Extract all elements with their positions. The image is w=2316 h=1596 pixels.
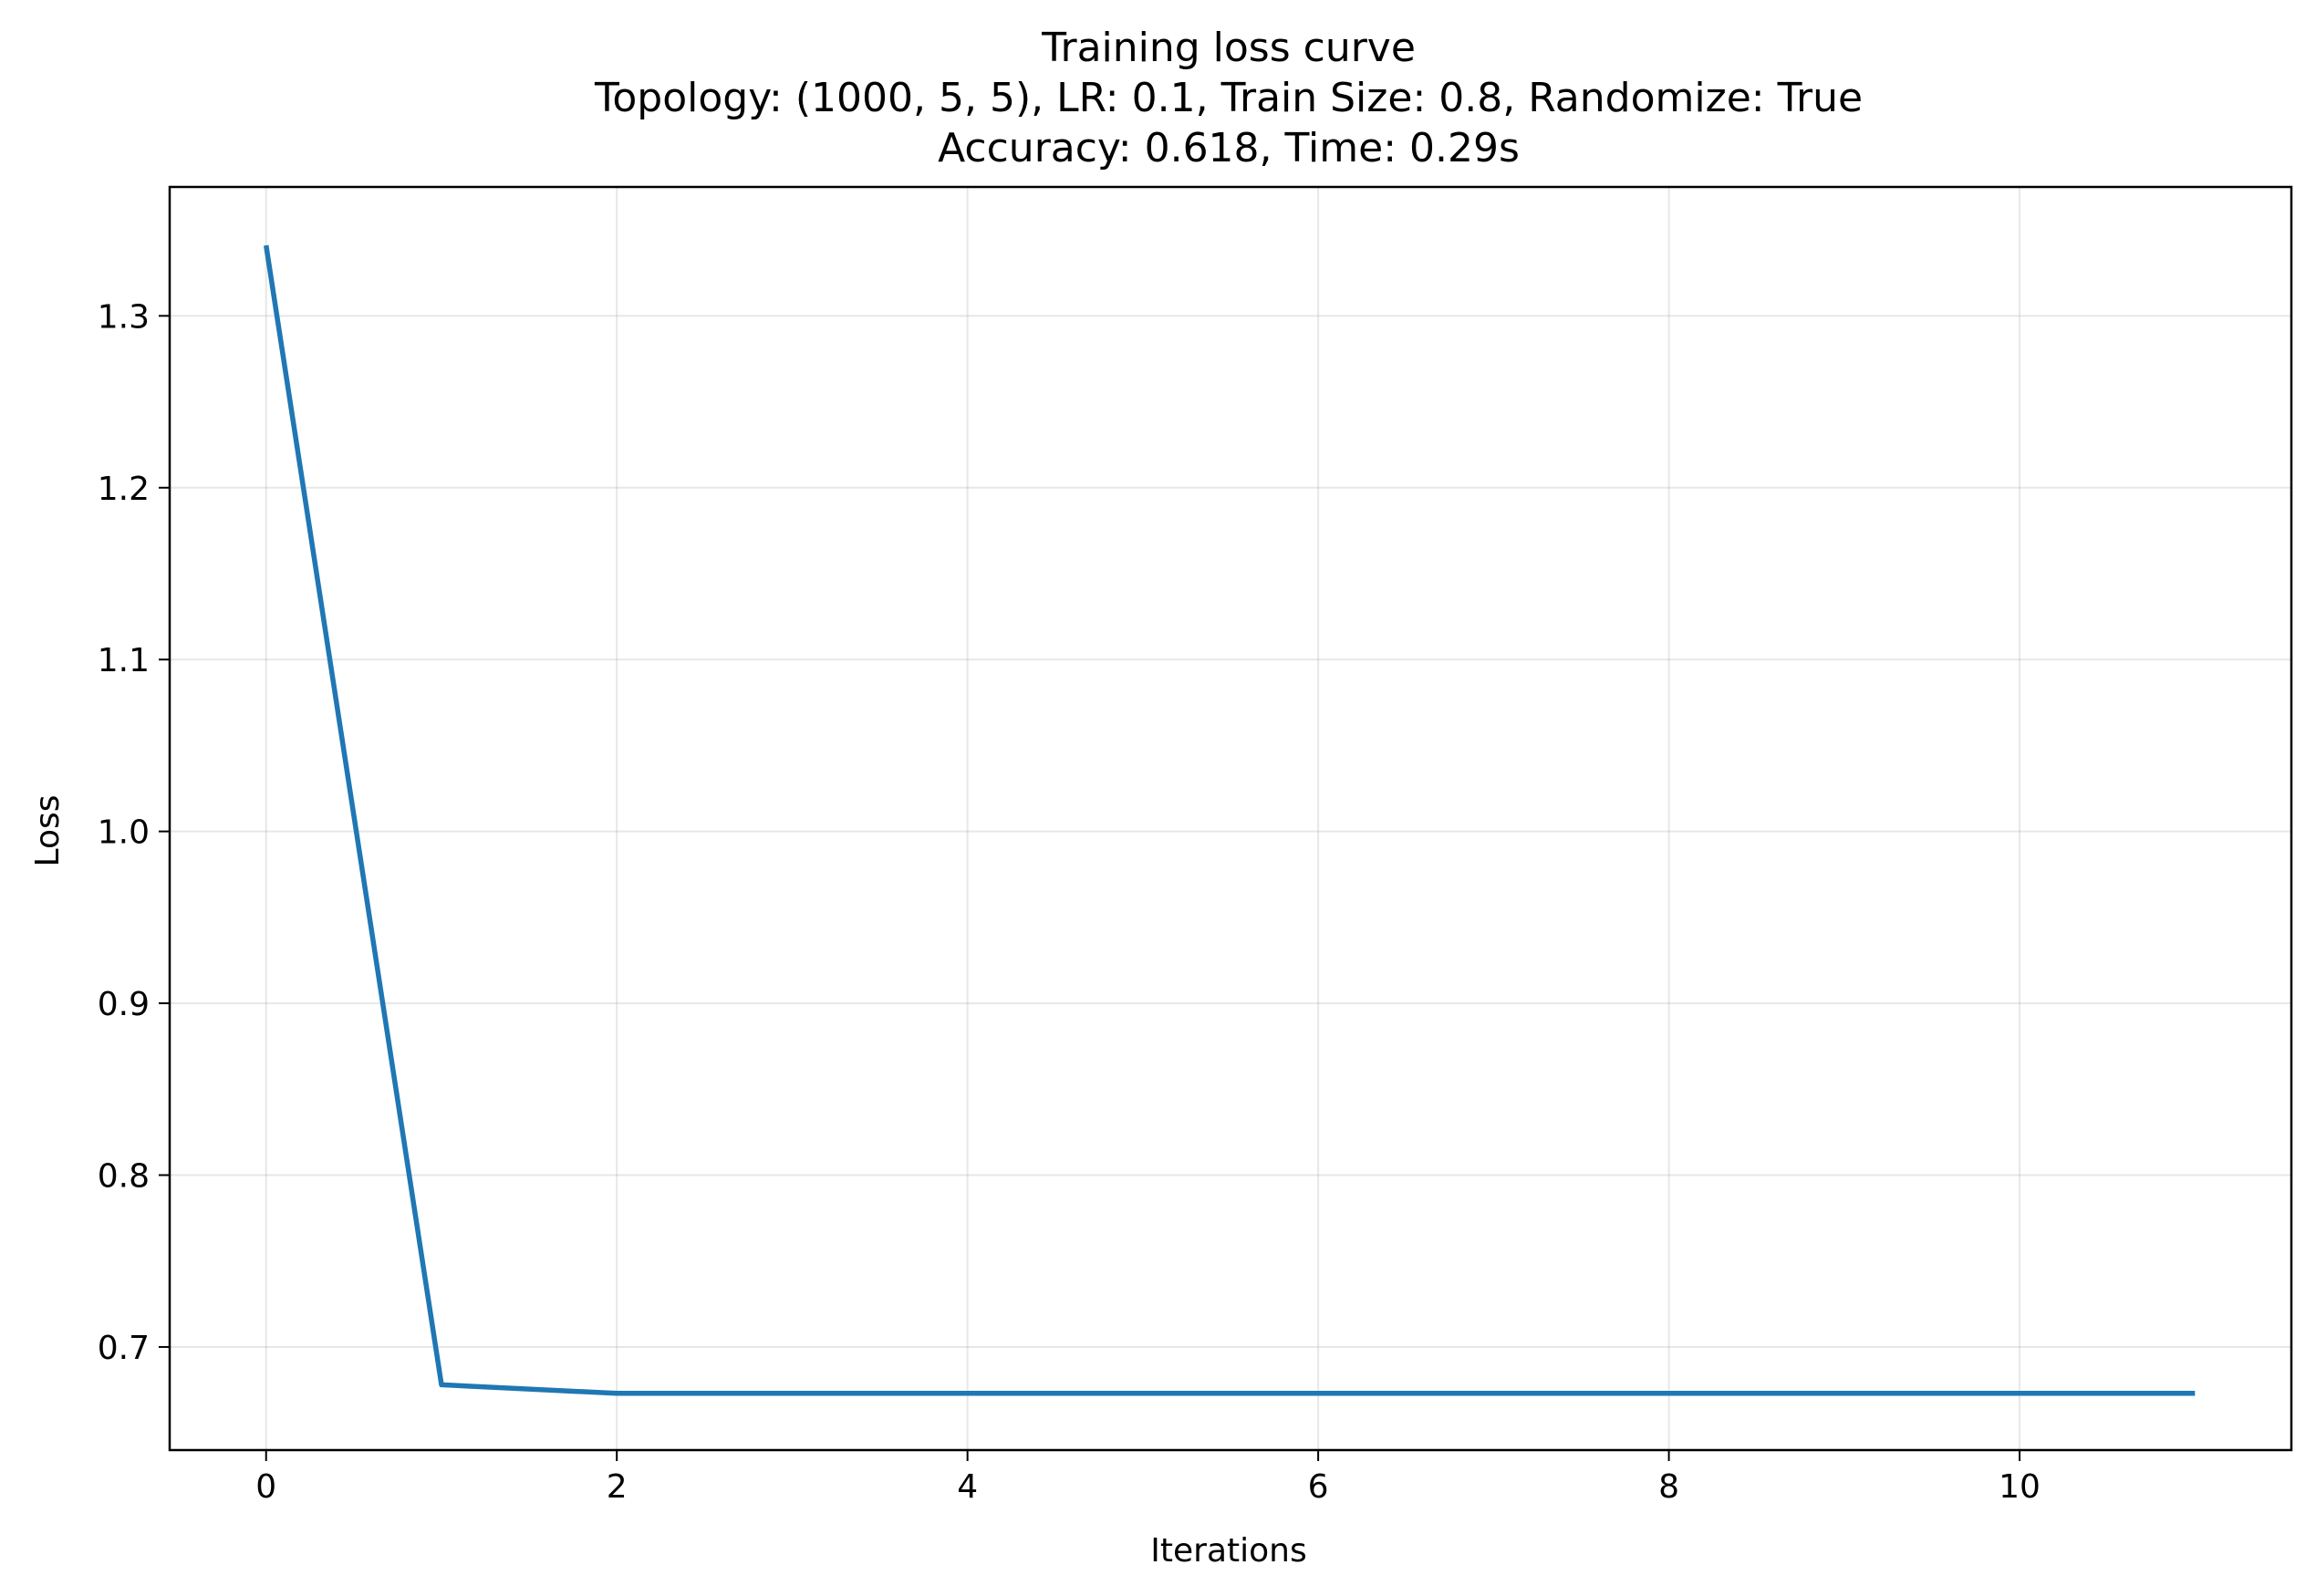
title-line-1: Training loss curve [1041,25,1416,71]
title-line-3: Accuracy: 0.618, Time: 0.29s [938,125,1520,171]
x-tick-label: 4 [957,1468,978,1506]
chart-title: Training loss curve Topology: (1000, 5, … [594,25,1863,171]
y-tick-label: 1.0 [98,814,150,852]
x-tick-label: 2 [607,1468,628,1506]
x-tick-label: 8 [1658,1468,1679,1506]
y-tick-label: 1.1 [98,642,150,679]
x-tick-label: 0 [255,1468,276,1506]
x-axis-label: Iterations [1150,1532,1306,1570]
plot-frame [168,185,2293,1452]
y-tick-label: 0.7 [98,1330,150,1367]
tick-layer: 0 2 4 6 8 10 0.7 0.8 0.9 1.0 1.1 1.2 1.3 [98,298,2041,1506]
y-tick-label: 0.9 [98,986,150,1023]
x-tick-label: 6 [1308,1468,1329,1506]
x-tick-label: 10 [1999,1468,2041,1506]
title-line-2: Topology: (1000, 5, 5), LR: 0.1, Train S… [594,75,1863,121]
y-axis-label: Loss [29,795,67,867]
grid-layer [170,187,2291,1450]
series-layer [263,244,2196,1396]
y-tick-label: 1.2 [98,471,150,508]
y-tick-label: 1.3 [98,298,150,336]
y-tick-label: 0.8 [98,1158,150,1196]
loss-line [263,244,2196,1396]
